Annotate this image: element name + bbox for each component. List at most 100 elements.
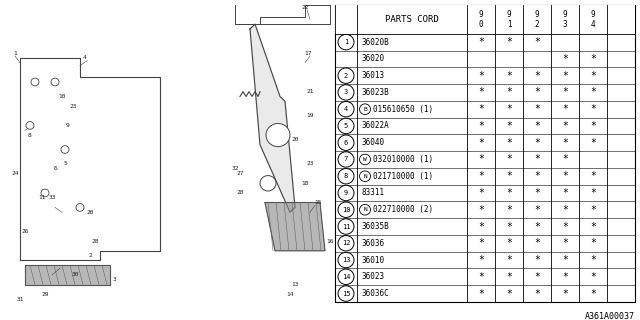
Text: 36020: 36020 [361,54,384,63]
Text: 4: 4 [83,55,87,60]
Text: *: * [478,121,484,131]
Text: *: * [590,188,596,198]
Text: 20: 20 [291,137,299,142]
Text: *: * [506,255,512,265]
Text: 10: 10 [342,207,350,213]
Text: *: * [590,104,596,114]
Text: *: * [478,289,484,299]
Text: *: * [534,37,540,47]
Text: 9: 9 [344,190,348,196]
Text: 4: 4 [344,106,348,112]
Text: *: * [478,104,484,114]
Text: *: * [506,37,512,47]
Circle shape [26,122,34,129]
Circle shape [266,124,290,147]
Text: *: * [534,205,540,215]
Text: 022710000 (2): 022710000 (2) [373,205,433,214]
Circle shape [338,35,354,50]
Text: *: * [590,71,596,81]
Text: 30: 30 [71,272,79,277]
Text: *: * [506,71,512,81]
Text: 032010000 (1): 032010000 (1) [373,155,433,164]
Text: 1: 1 [344,39,348,45]
Text: *: * [506,121,512,131]
Circle shape [338,68,354,84]
Text: 31: 31 [16,297,24,301]
Text: *: * [506,171,512,181]
Text: N: N [363,174,367,179]
Text: *: * [562,155,568,164]
Text: *: * [590,87,596,97]
Text: 22: 22 [301,5,308,10]
Text: *: * [562,221,568,231]
Text: *: * [590,121,596,131]
Text: *: * [562,138,568,148]
Circle shape [260,176,276,191]
Text: *: * [590,171,596,181]
Text: *: * [506,238,512,248]
Text: *: * [534,138,540,148]
Text: 26: 26 [21,229,29,234]
Text: 28: 28 [92,239,99,244]
Text: *: * [590,54,596,64]
Text: 14: 14 [342,274,350,280]
Circle shape [338,152,354,167]
Text: N: N [363,207,367,212]
Text: 5: 5 [63,162,67,166]
Text: 9
1: 9 1 [507,10,511,29]
Text: *: * [506,87,512,97]
Polygon shape [265,203,325,251]
Text: 33: 33 [48,195,56,200]
Text: *: * [478,221,484,231]
Text: A361A00037: A361A00037 [585,312,635,320]
Text: *: * [590,205,596,215]
Text: *: * [506,205,512,215]
Text: 16: 16 [326,239,333,244]
Text: 36023: 36023 [361,272,384,281]
Text: 14: 14 [286,292,294,297]
Circle shape [360,104,371,115]
Text: 20: 20 [86,210,93,215]
Text: *: * [562,238,568,248]
Text: 3: 3 [113,277,117,282]
Text: *: * [534,221,540,231]
Text: *: * [478,272,484,282]
Text: *: * [506,138,512,148]
Text: 17: 17 [304,51,312,56]
Text: 19: 19 [307,113,314,118]
Circle shape [76,204,84,211]
Text: *: * [590,221,596,231]
Text: 83311: 83311 [361,188,384,197]
Text: *: * [506,221,512,231]
Circle shape [338,286,354,301]
Circle shape [338,118,354,134]
Text: 9
0: 9 0 [479,10,483,29]
Text: 5: 5 [344,123,348,129]
Circle shape [31,78,39,86]
Text: 9
2: 9 2 [534,10,540,29]
Text: *: * [534,289,540,299]
Circle shape [338,169,354,184]
Text: *: * [534,255,540,265]
Text: 36035B: 36035B [361,222,388,231]
Text: 6: 6 [53,166,57,171]
Text: *: * [562,87,568,97]
Text: 27: 27 [236,171,244,176]
Text: *: * [562,71,568,81]
Text: 23: 23 [69,104,77,108]
Circle shape [51,78,59,86]
Text: *: * [534,238,540,248]
Circle shape [41,189,49,197]
Text: *: * [562,54,568,64]
Text: 32: 32 [231,166,239,171]
Text: 23: 23 [307,162,314,166]
Text: 021710000 (1): 021710000 (1) [373,172,433,181]
Circle shape [338,202,354,218]
Text: *: * [478,188,484,198]
Circle shape [338,269,354,284]
Text: W: W [363,157,367,162]
Text: *: * [562,272,568,282]
Text: 36040: 36040 [361,138,384,147]
Text: 13: 13 [291,282,299,287]
Text: *: * [506,272,512,282]
